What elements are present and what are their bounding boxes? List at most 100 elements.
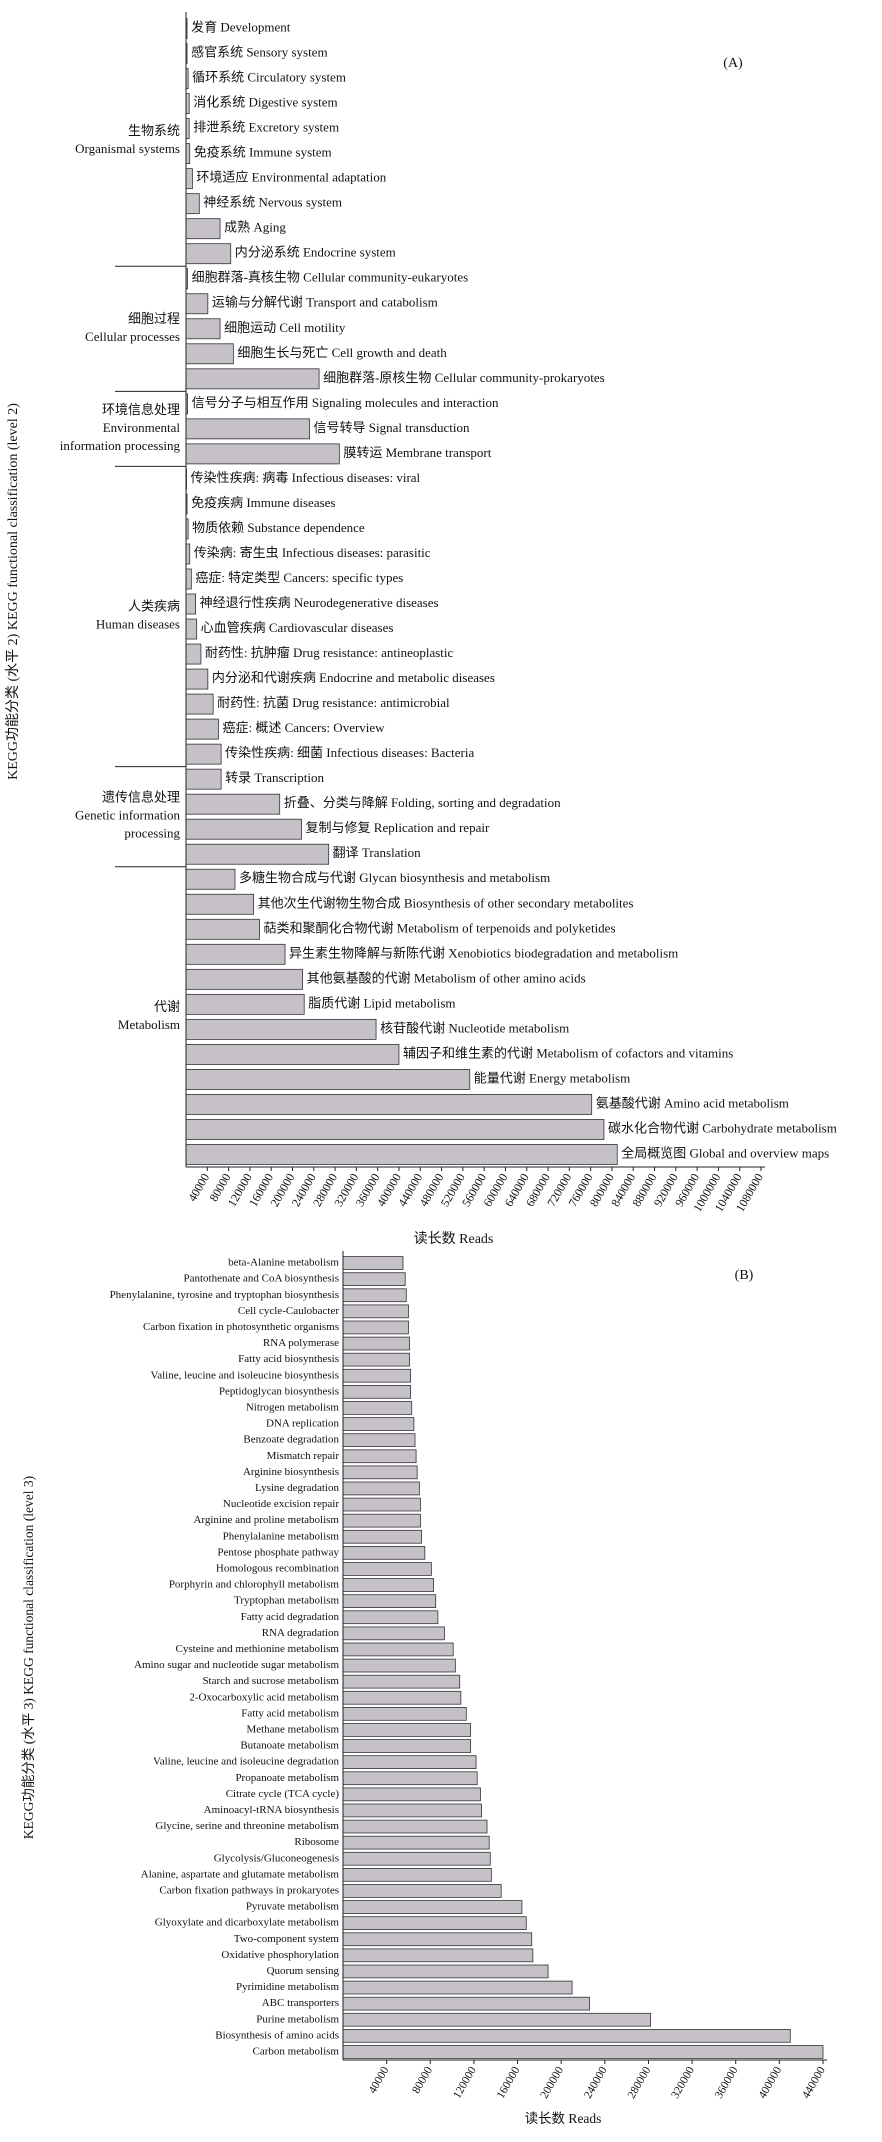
bar	[185, 593, 196, 615]
y-tick-label: Nucleotide excision repair	[223, 1498, 339, 1510]
bar	[185, 718, 219, 740]
bar	[185, 168, 193, 190]
y-tick-label: Fatty acid degradation	[241, 1611, 340, 1623]
group-label: 生物系统	[128, 123, 180, 138]
bar-label: 排泄系统 Excretory system	[193, 120, 339, 135]
y-tick-label: Carbon fixation in photosynthetic organi…	[143, 1321, 339, 1333]
bar	[342, 2029, 791, 2043]
group-label: Genetic information	[75, 808, 181, 823]
bar	[185, 943, 286, 965]
bar	[185, 343, 234, 365]
group-label: Organismal systems	[75, 141, 180, 156]
bar-label: 萜类和聚酮化合物代谢 Metabolism of terpenoids and …	[263, 920, 615, 935]
bar	[342, 1352, 410, 1367]
bar-label: 心血管疾病 Cardiovascular diseases	[201, 620, 394, 635]
y-tick-label: Peptidoglycan biosynthesis	[219, 1385, 339, 1397]
bar	[185, 868, 236, 890]
y-tick-label: Arginine and proline metabolism	[193, 1514, 339, 1526]
bar	[342, 1916, 527, 1930]
bar	[342, 1674, 461, 1689]
y-tick-label: Starch and sucrose metabolism	[202, 1675, 339, 1687]
bar	[185, 793, 281, 815]
x-axis-label: 读长数 Reads	[414, 1230, 494, 1247]
y-tick-label: Phenylalanine metabolism	[223, 1530, 340, 1542]
bar-label: 细胞群落-真核生物 Cellular community-eukaryotes	[192, 270, 469, 285]
bar	[342, 1417, 415, 1431]
bar-label: 信号分子与相互作用 Signaling molecules and intera…	[192, 395, 499, 410]
y-tick-label: Pantothenate and CoA biosynthesis	[183, 1273, 339, 1285]
bar-label: 膜转运 Membrane transport	[343, 445, 491, 460]
bar	[342, 1433, 416, 1447]
y-tick-label: Quorum sensing	[267, 1965, 340, 1977]
bar	[185, 1043, 400, 1065]
bar	[342, 1304, 409, 1319]
bar	[342, 1626, 445, 1641]
bar-label: 核苷酸代谢 Nucleotide metabolism	[380, 1020, 569, 1035]
bar	[342, 1755, 477, 1769]
y-tick-label: Glycolysis/Gluconeogenesis	[214, 1852, 339, 1864]
bar-label: 癌症: 概述 Cancers: Overview	[222, 720, 385, 735]
bar	[185, 368, 320, 390]
bar	[342, 1610, 439, 1625]
bar	[185, 143, 191, 165]
bar-label: 复制与修复 Replication and repair	[306, 820, 490, 835]
bar	[342, 1851, 491, 1866]
y-tick-label: Porphyrin and chlorophyll metabolism	[169, 1579, 340, 1591]
y-tick-label: Pyruvate metabolism	[246, 1901, 340, 1913]
bar	[342, 1513, 421, 1528]
bar	[342, 1578, 434, 1592]
y-tick-label: Nitrogen metabolism	[246, 1401, 340, 1413]
bar	[185, 293, 209, 315]
y-tick-label: Two-component system	[234, 1933, 340, 1945]
y-tick-label: Pentose phosphate pathway	[217, 1546, 339, 1558]
bar	[185, 743, 222, 765]
bar	[342, 1320, 409, 1335]
bar-label: 其他氨基酸的代谢 Metabolism of other amino acids	[307, 970, 586, 985]
bar-label: 传染性疾病: 细菌 Infectious diseases: Bacteria	[225, 745, 474, 760]
x-tick-label: 360000	[713, 2065, 741, 2101]
panel-label: (B)	[735, 1268, 754, 1283]
bar	[185, 543, 191, 565]
bar	[342, 1385, 412, 1399]
y-tick-label: Purine metabolism	[256, 2013, 339, 2025]
bar	[185, 668, 209, 690]
y-tick-label: Cysteine and methionine metabolism	[176, 1643, 340, 1655]
y-tick-label: Carbon fixation pathways in prokaryotes	[159, 1884, 339, 1896]
y-tick-label: Valine, leucine and isoleucine degradati…	[153, 1756, 340, 1768]
bar	[185, 1069, 471, 1090]
bar	[185, 768, 222, 790]
group-label: Human diseases	[96, 617, 180, 632]
y-tick-label: Citrate cycle (TCA cycle)	[226, 1788, 340, 1800]
y-tick-label: Alanine, aspartate and glutamate metabol…	[141, 1868, 340, 1880]
y-tick-label: Cell cycle-Caulobacter	[238, 1305, 339, 1317]
y-axis-label: KEGG功能分类 (水平 2) KEGG functional classifi…	[5, 403, 21, 780]
bar-label: 消化系统 Digestive system	[193, 95, 337, 110]
panel-label: (A)	[723, 56, 743, 71]
x-tick-label: 120000	[451, 2065, 479, 2101]
bar-label: 信号转导 Signal transduction	[314, 420, 470, 435]
bar-label: 翻译 Translation	[333, 845, 421, 860]
x-tick-label: 320000	[669, 2065, 697, 2101]
bar-label: 能量代谢 Energy metabolism	[474, 1070, 630, 1085]
bar	[342, 1819, 488, 1834]
bar	[342, 1964, 549, 1979]
y-tick-label: Carbon metabolism	[253, 2045, 340, 2057]
group-label: 遗传信息处理	[102, 790, 180, 805]
bar	[342, 1481, 420, 1496]
y-tick-label: Mismatch repair	[267, 1450, 340, 1462]
bar-label: 免疫系统 Immune system	[194, 145, 332, 160]
bar-label: 循环系统 Circulatory system	[192, 70, 346, 85]
y-tick-label: Benzoate degradation	[243, 1434, 339, 1446]
bar-label: 神经系统 Nervous system	[203, 195, 342, 210]
bar	[342, 1401, 413, 1415]
y-tick-label: Propanoate metabolism	[235, 1772, 339, 1784]
bar	[342, 1256, 404, 1270]
y-tick-label: Methane metabolism	[246, 1723, 339, 1735]
bar-label: 细胞运动 Cell motility	[224, 320, 346, 335]
group-label: Cellular processes	[85, 329, 180, 344]
bar	[342, 1546, 426, 1560]
bar	[185, 243, 232, 265]
bar-label: 转录 Transcription	[225, 770, 324, 785]
x-tick-label: 440000	[800, 2065, 828, 2101]
bar-label: 全局概览图 Global and overview maps	[621, 1145, 829, 1160]
